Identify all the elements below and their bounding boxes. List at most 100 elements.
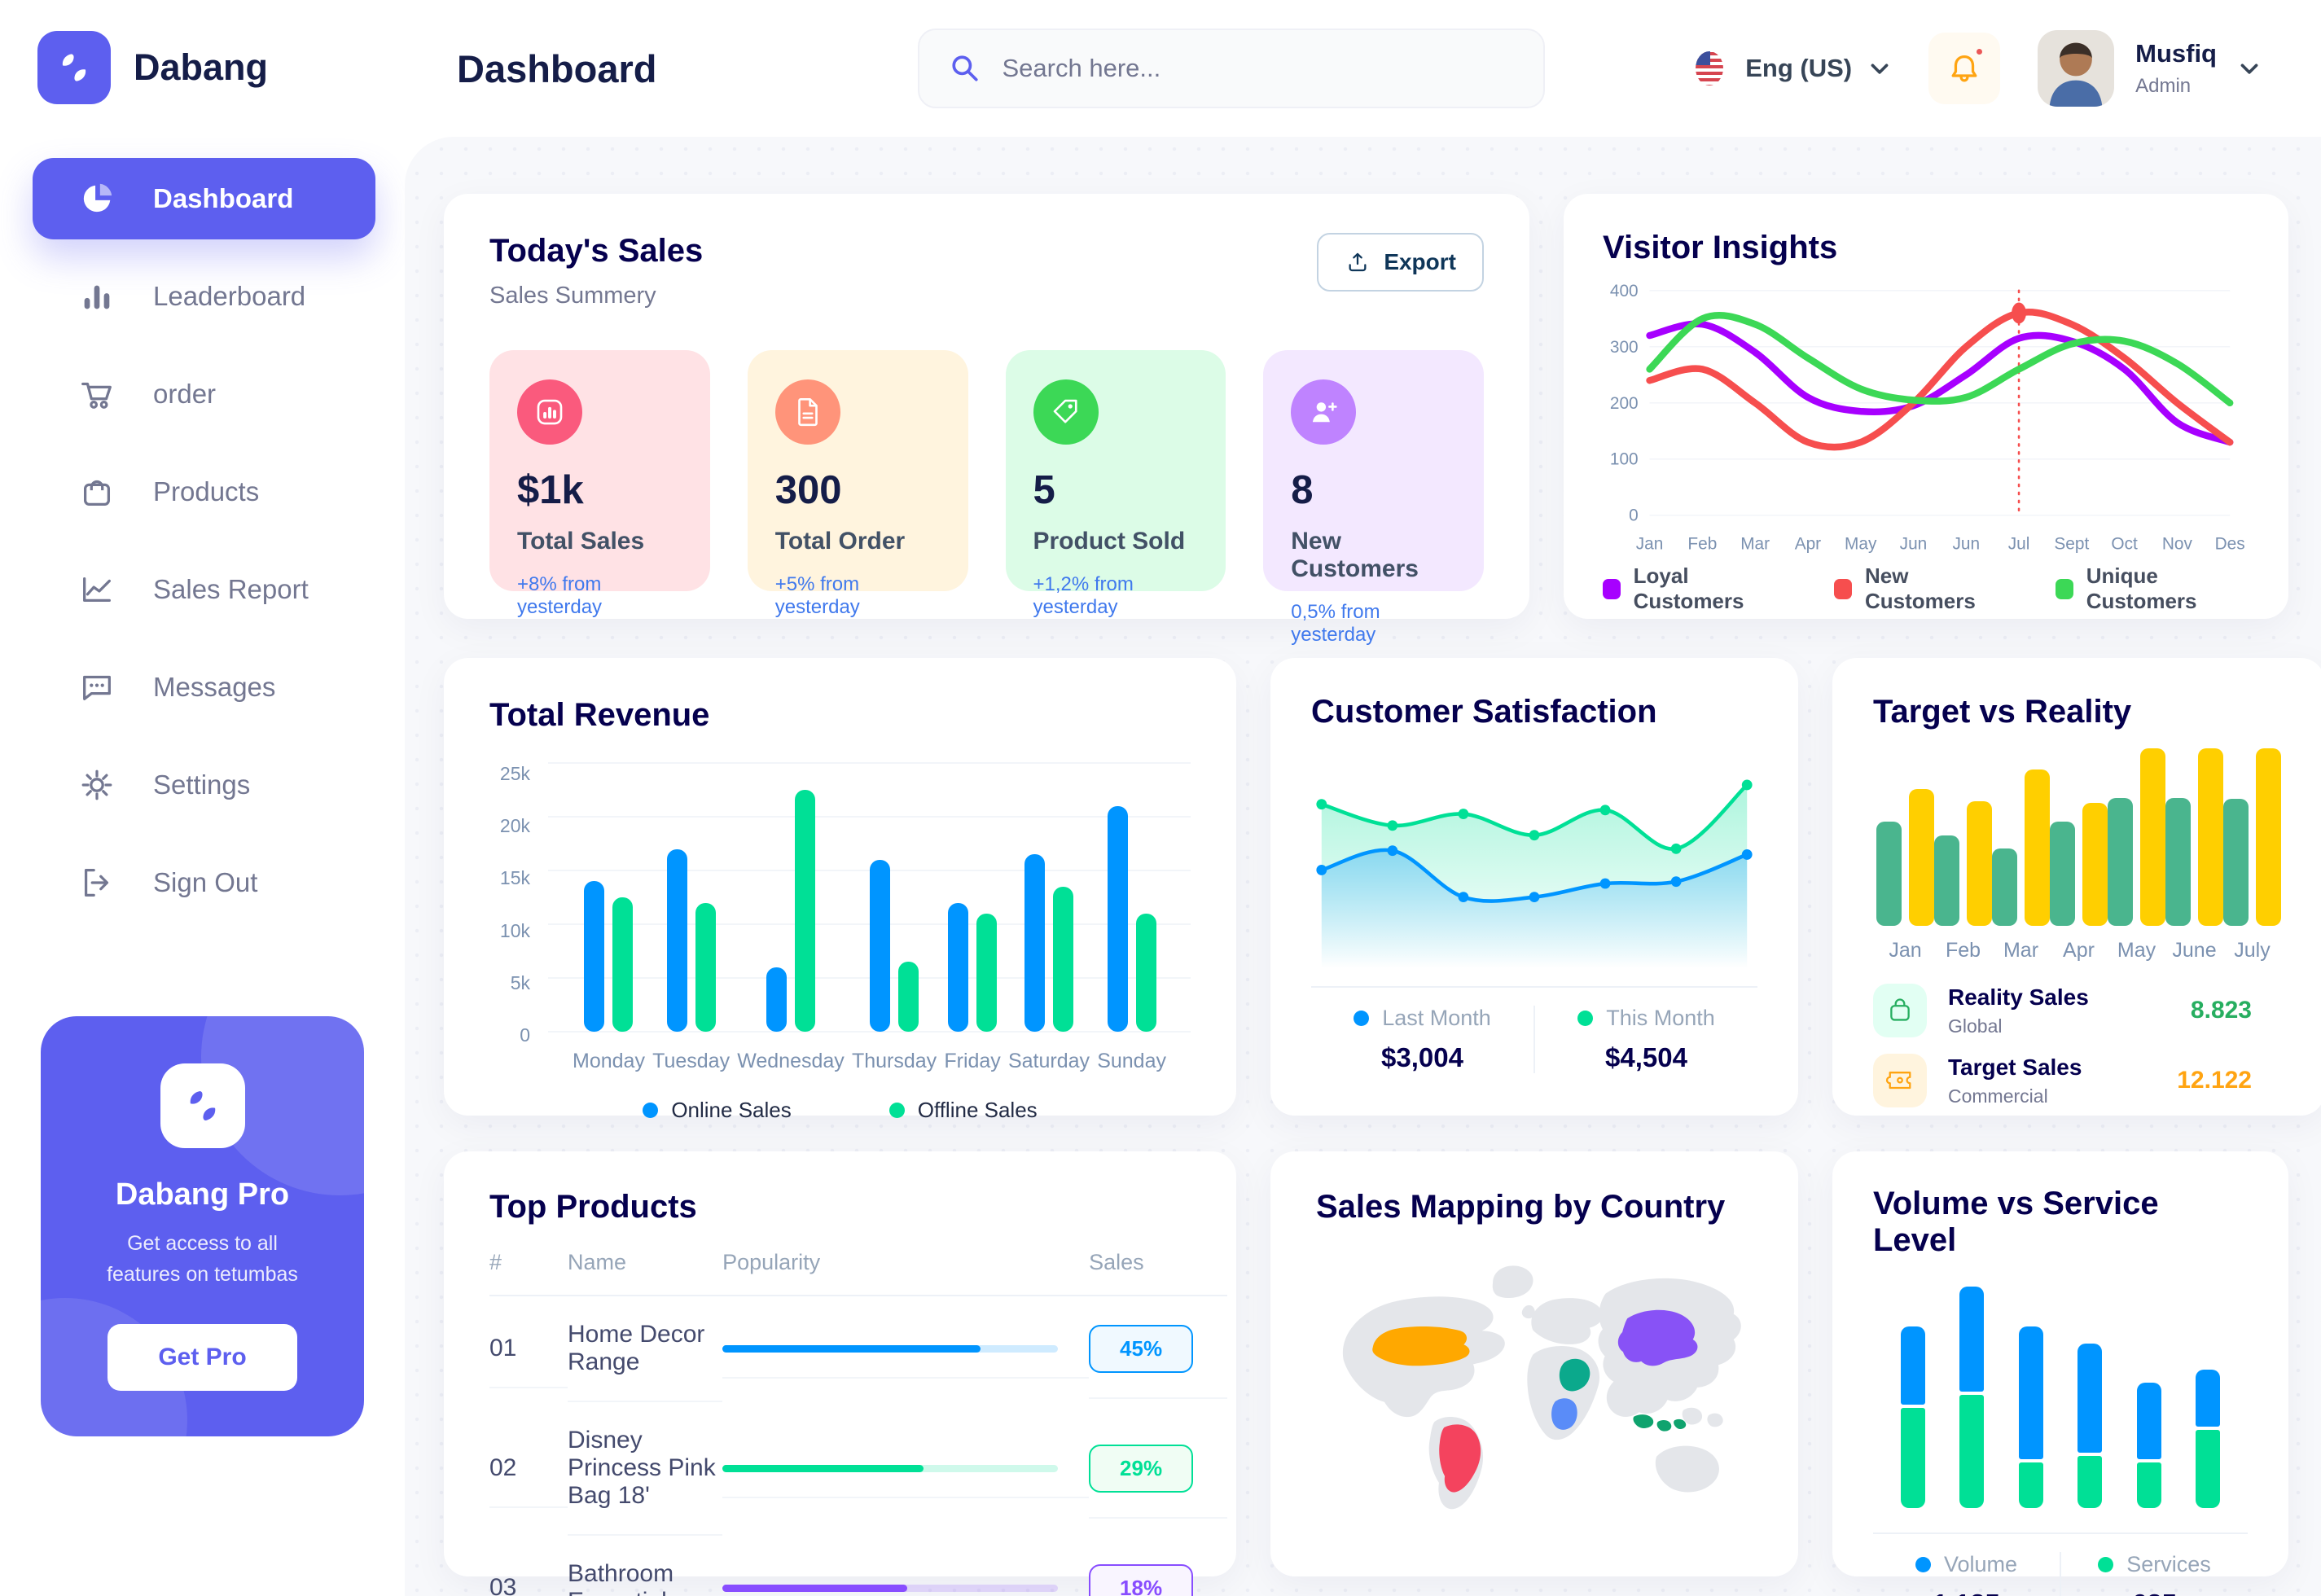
bars xyxy=(1107,763,1156,1032)
legend-value: 8.823 xyxy=(2190,997,2252,1024)
map-brazil[interactable] xyxy=(1439,1424,1481,1493)
sidebar-item-products[interactable]: Products xyxy=(33,451,375,533)
popularity-fill xyxy=(722,1344,981,1353)
legend-divider xyxy=(1533,1006,1535,1073)
visitor-insights-chart: 0 100 200 300 400 Jan Feb Mar Apr May Jun Jun Jul Sep… xyxy=(1603,274,2249,559)
pie-chart-icon xyxy=(77,178,117,219)
target-sales-bar xyxy=(2082,803,2108,926)
y-tick: 0 xyxy=(520,1024,530,1046)
order-file-icon xyxy=(774,379,840,445)
legend-swatch xyxy=(1834,578,1852,599)
stacked-bar xyxy=(1959,1287,1985,1508)
search-input[interactable] xyxy=(1002,54,1516,83)
target-sales-bar xyxy=(1967,801,1992,926)
profile-menu[interactable]: Musfiq Admin xyxy=(2038,30,2261,107)
legend-item[interactable]: Volume 1,135 xyxy=(1873,1552,2060,1596)
svg-text:0: 0 xyxy=(1629,506,1639,525)
sidebar-item-sign-out[interactable]: Sign Out xyxy=(33,842,375,923)
legend-label: Target Sales xyxy=(1948,1054,2082,1080)
reality-sales-bar xyxy=(1992,848,2017,926)
legend-row: Volume xyxy=(1915,1552,2017,1577)
bars xyxy=(2223,748,2281,926)
day-label: Saturday xyxy=(1007,1050,1090,1072)
month-group: July xyxy=(2223,748,2281,962)
legend-dot xyxy=(643,1103,659,1118)
online-sales-bar xyxy=(948,903,969,1032)
sidebar-item-label: Sign Out xyxy=(153,867,258,897)
legend-item[interactable]: Unique Customers xyxy=(2056,563,2249,614)
new-user-icon xyxy=(1291,379,1357,445)
legend-item[interactable]: Loyal Customers xyxy=(1603,563,1782,614)
legend-text: Reality Sales Global xyxy=(1948,984,2089,1037)
month-group: June xyxy=(2165,748,2223,962)
stacked-bar xyxy=(2077,1344,2103,1508)
reality-sales-bar xyxy=(2108,798,2133,926)
legend-label: New Customers xyxy=(1864,563,1976,614)
legend-item[interactable]: Reality Sales Global 8.823 xyxy=(1873,984,2284,1037)
online-sales-bar xyxy=(584,881,605,1032)
search-bar[interactable] xyxy=(917,28,1545,108)
product-sales: 29% xyxy=(1089,1420,1228,1519)
column-header: Popularity xyxy=(722,1226,1090,1296)
sidebar-item-messages[interactable]: Messages xyxy=(33,647,375,728)
day-label: Friday xyxy=(944,1050,1001,1072)
target-vs-reality-chart: Jan Feb Mar Apr May June July xyxy=(1873,748,2284,962)
total-revenue-legend: Online Sales Offline Sales xyxy=(489,1098,1191,1123)
sales-badge: 29% xyxy=(1089,1444,1194,1493)
offline-sales-bar xyxy=(795,790,816,1032)
legend-item[interactable]: Online Sales xyxy=(643,1098,792,1123)
world-map xyxy=(1342,1265,1741,1510)
map-china[interactable] xyxy=(1617,1309,1698,1366)
legend-item[interactable]: Services 635 xyxy=(2061,1552,2248,1596)
y-tick: 20k xyxy=(499,815,530,837)
legend-item[interactable]: This Month $4,504 xyxy=(1535,1006,1757,1073)
legend-item[interactable]: Target Sales Commercial 12.122 xyxy=(1873,1054,2284,1107)
bar-chart-icon xyxy=(77,276,117,317)
sidebar-item-leaderboard[interactable]: Leaderboard xyxy=(33,256,375,337)
sidebar-item-settings[interactable]: Settings xyxy=(33,744,375,826)
legend-item[interactable]: New Customers xyxy=(1834,563,2003,614)
gridline xyxy=(548,816,1191,818)
notifications-button[interactable] xyxy=(1928,33,2001,104)
map-philippines xyxy=(1682,1407,1703,1425)
sidebar-item-dashboard[interactable]: Dashboard xyxy=(33,158,375,239)
todays-sales-title: Today's Sales xyxy=(489,233,704,269)
month-label: June xyxy=(2172,939,2217,962)
bars xyxy=(2108,748,2165,926)
header: Dashboard Eng (US) xyxy=(405,0,2321,137)
export-button[interactable]: Export xyxy=(1317,233,1484,292)
get-pro-button[interactable]: Get Pro xyxy=(107,1324,297,1391)
map-dr-congo[interactable] xyxy=(1551,1398,1577,1430)
pro-subtitle: Get access to all features on tetumbas xyxy=(107,1232,298,1286)
stat-change: +5% from yesterday xyxy=(774,573,860,618)
legend-item[interactable]: Offline Sales xyxy=(888,1098,1038,1123)
target-sales-bar xyxy=(2256,748,2281,926)
svg-text:Jun: Jun xyxy=(1952,534,1980,553)
month-label: Jan xyxy=(1889,939,1922,962)
legend-item[interactable]: Last Month $3,004 xyxy=(1311,1006,1533,1073)
pro-card: Dabang Pro Get access to all features on… xyxy=(41,1016,364,1436)
stat-card-1: 300 Total Order +5% from yesterday xyxy=(747,350,968,618)
legend-text: Target Sales Commercial xyxy=(1948,1054,2082,1107)
bar-groups: Jan Feb Mar Apr May June July xyxy=(1873,748,2284,962)
bars xyxy=(948,763,998,1032)
main-area: Dashboard Eng (US) xyxy=(405,0,2321,1596)
legend-value: 1,135 xyxy=(1933,1589,2000,1596)
language-selector[interactable]: Eng (US) xyxy=(1690,49,1891,88)
legend-label: Unique Customers xyxy=(2086,563,2197,614)
map-indonesia[interactable] xyxy=(1633,1414,1687,1432)
popularity-fill xyxy=(722,1464,924,1472)
product-popularity xyxy=(722,1560,1089,1596)
y-tick: 15k xyxy=(499,867,530,889)
us-flag-icon xyxy=(1696,51,1724,86)
stat-label: Product Sold xyxy=(1033,528,1186,555)
sidebar-item-order[interactable]: order xyxy=(33,353,375,435)
top-products-table: # Name Popularity Sales 01 Home Decor Range 45… xyxy=(489,1226,1228,1596)
map-saudi-arabia[interactable] xyxy=(1559,1358,1590,1392)
map-usa[interactable] xyxy=(1372,1326,1470,1366)
profile-chevron-icon xyxy=(2240,64,2258,74)
sidebar-item-sales-report[interactable]: Sales Report xyxy=(33,549,375,630)
divider xyxy=(1873,1532,2248,1534)
legend-value: $3,004 xyxy=(1381,1042,1463,1072)
product-num: 01 xyxy=(489,1310,568,1388)
